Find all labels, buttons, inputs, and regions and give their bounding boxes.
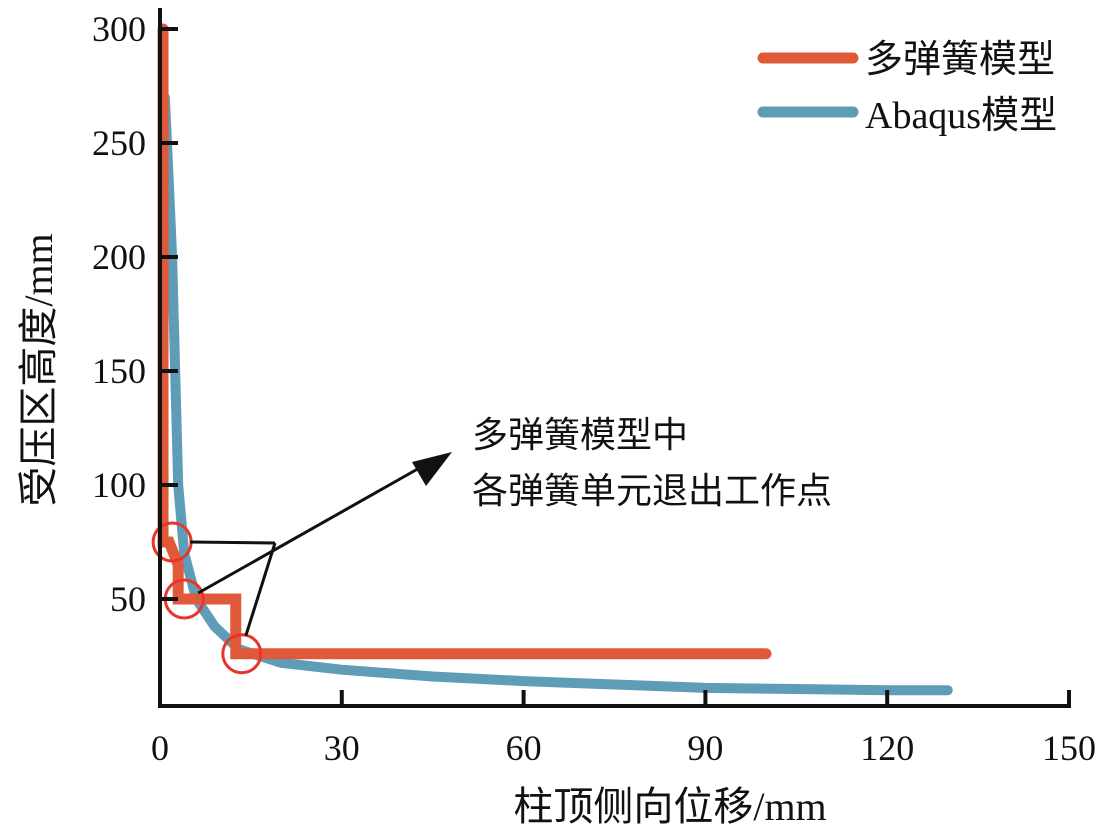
- legend-label-spring: 多弹簧模型: [865, 39, 1055, 81]
- annotation-leader: [244, 542, 277, 637]
- annotation-arrowhead: [412, 452, 452, 486]
- x-tick-label: 30: [324, 728, 360, 768]
- y-tick-label: 300: [92, 9, 146, 49]
- x-axis-label: 柱顶侧向位移/mm: [513, 784, 826, 829]
- series-line-spring: [157, 23, 772, 660]
- x-tick-label: 60: [506, 728, 542, 768]
- y-tick-label: 250: [92, 123, 146, 163]
- annotation-leader: [190, 540, 276, 545]
- legend-label-abaqus: Abaqus模型: [865, 95, 1057, 137]
- annotation-line-1: 多弹簧模型中: [472, 415, 688, 455]
- legend: 多弹簧模型 Abaqus模型: [757, 39, 1057, 137]
- annotation-circle: [221, 633, 263, 675]
- x-tick-label: 150: [1042, 728, 1096, 768]
- y-tick-label: 100: [92, 465, 146, 505]
- y-tick-label: 150: [92, 351, 146, 391]
- series-layer: [157, 23, 953, 696]
- y-tick-label: 50: [110, 579, 146, 619]
- annotation-arrow-line: [197, 460, 431, 595]
- x-tick-label: 90: [687, 728, 723, 768]
- ticks-layer: 0 30 60 90 120 150 50 100 150 200 250 300: [92, 9, 1096, 768]
- annotation-layer: [151, 452, 452, 675]
- x-tick-label: 120: [860, 728, 914, 768]
- y-tick-label: 200: [92, 237, 146, 277]
- series-line-abaqus: [159, 92, 953, 696]
- y-axis-label: 受压区高度/mm: [16, 233, 61, 506]
- annotation-line-2: 各弹簧单元退出工作点: [472, 471, 832, 511]
- x-tick-label: 0: [151, 728, 169, 768]
